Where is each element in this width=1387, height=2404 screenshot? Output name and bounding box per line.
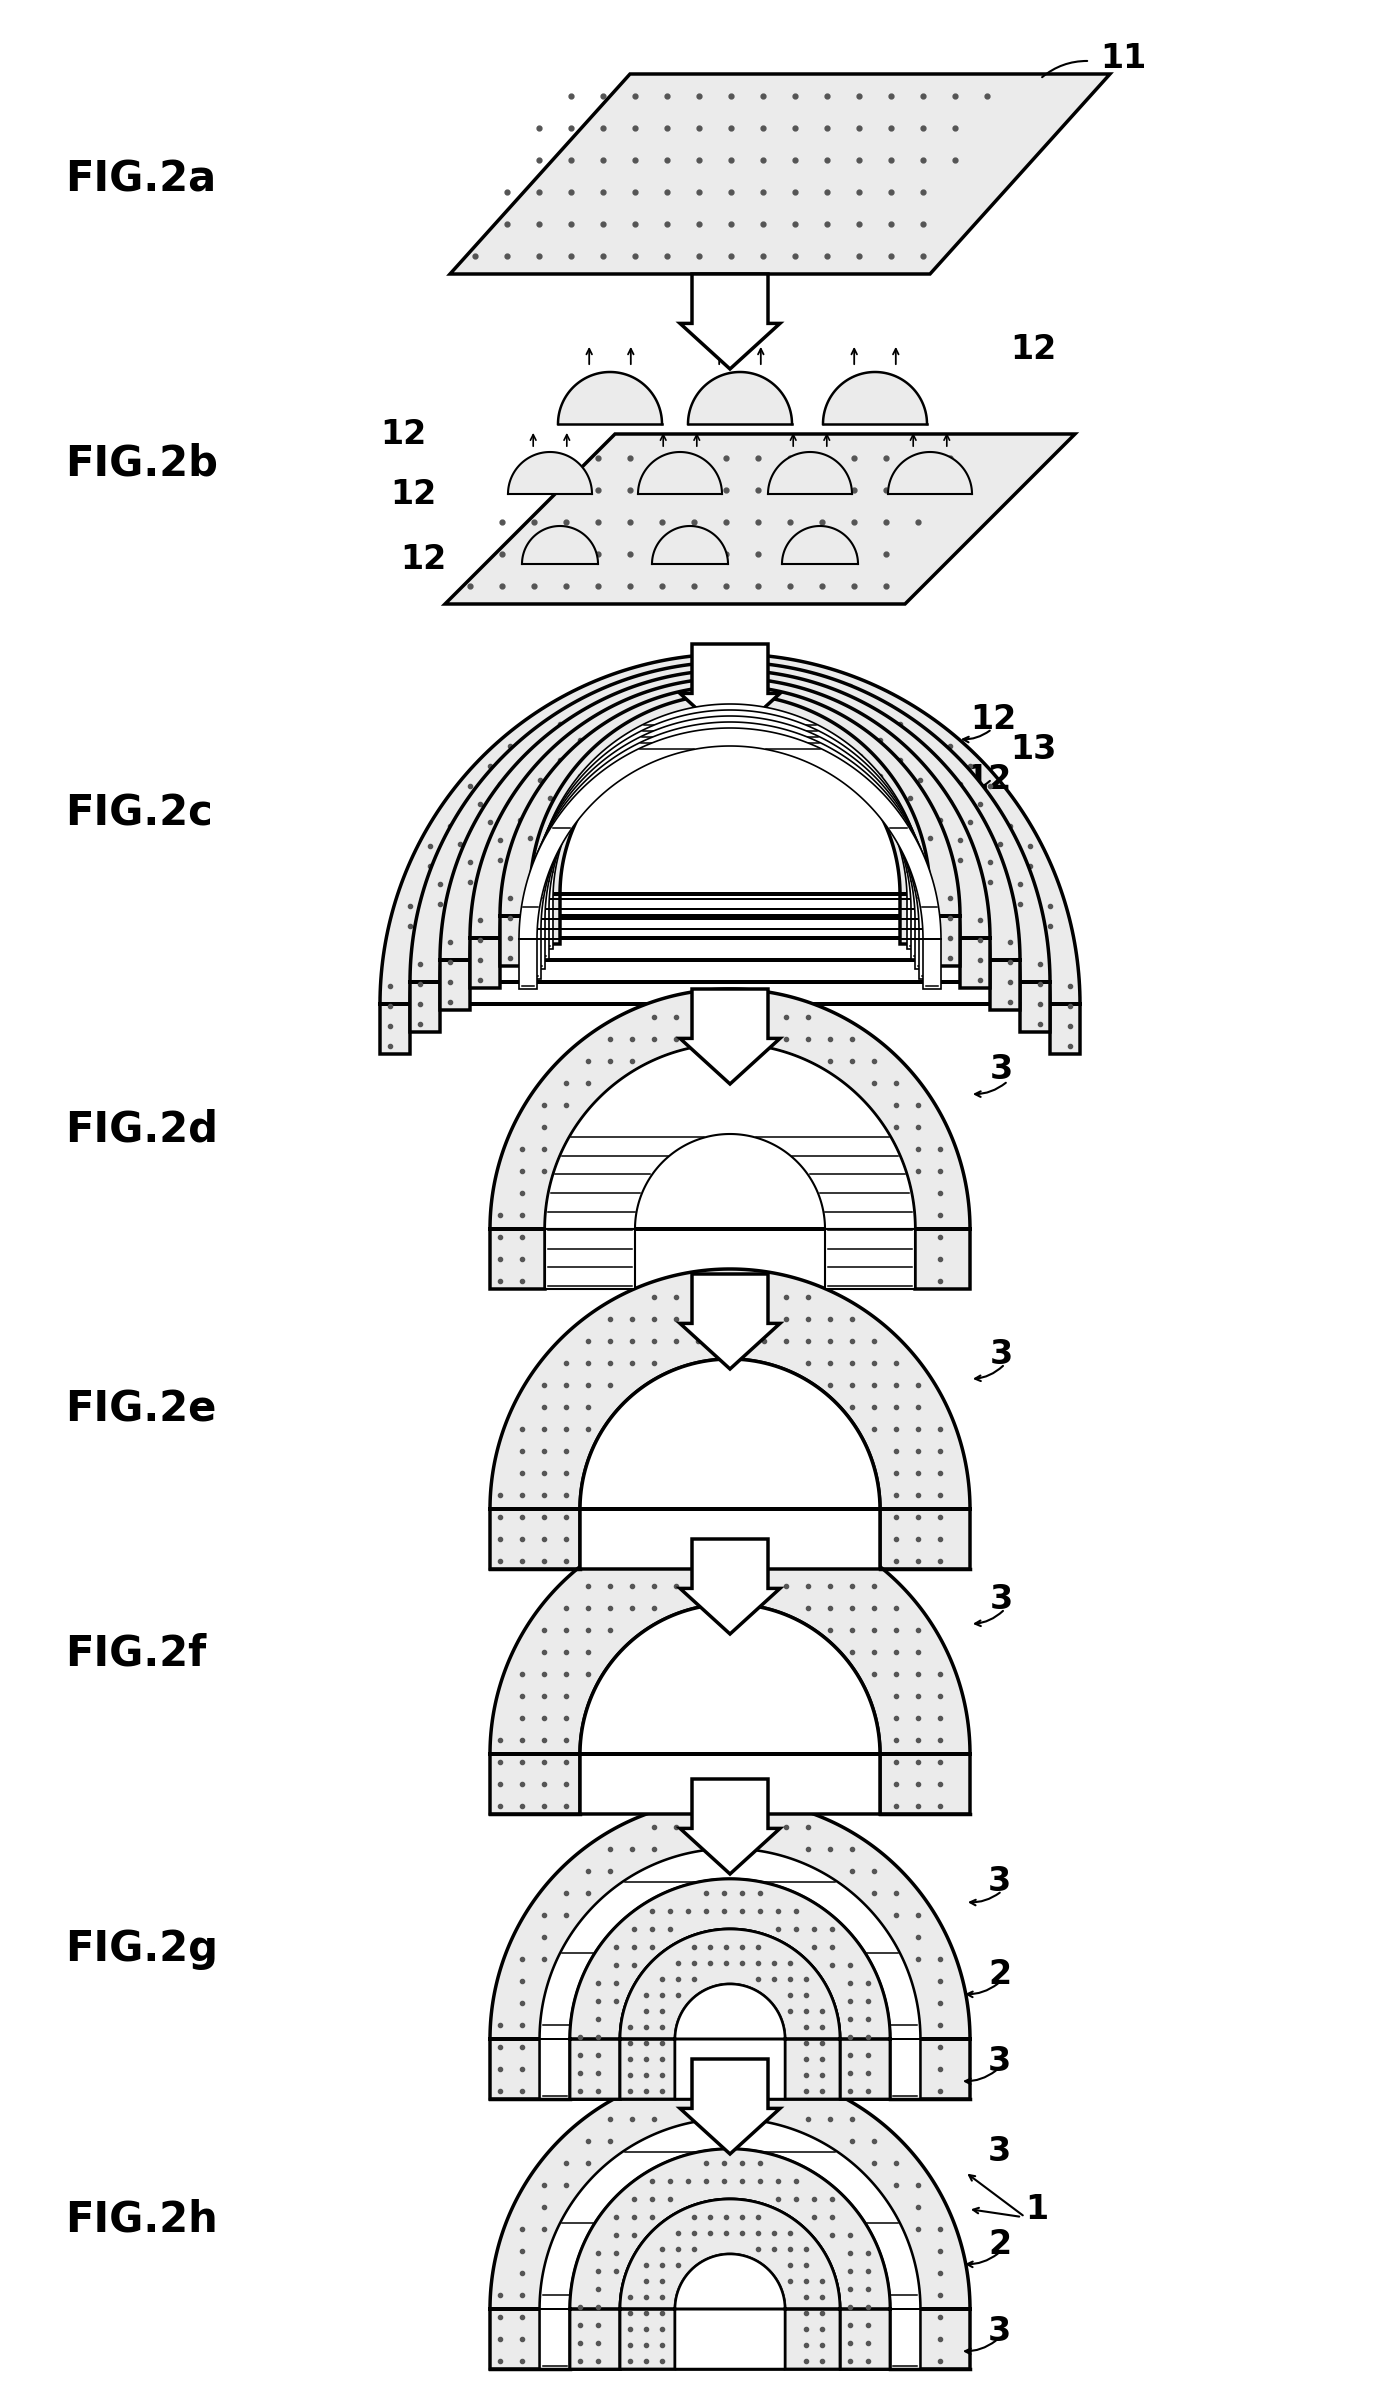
Polygon shape <box>449 75 1110 274</box>
Text: 3: 3 <box>988 2046 1011 2077</box>
Polygon shape <box>527 716 933 969</box>
Text: FIG.2h: FIG.2h <box>65 2197 218 2241</box>
Polygon shape <box>782 526 859 565</box>
Polygon shape <box>522 526 598 565</box>
Polygon shape <box>558 373 662 423</box>
Polygon shape <box>822 373 927 423</box>
Polygon shape <box>490 988 970 1289</box>
Polygon shape <box>680 1539 779 1635</box>
Polygon shape <box>499 685 960 966</box>
Polygon shape <box>470 678 990 988</box>
Text: 2: 2 <box>988 2229 1011 2262</box>
Polygon shape <box>540 2118 920 2368</box>
Polygon shape <box>768 452 852 493</box>
Polygon shape <box>545 1043 915 1289</box>
Polygon shape <box>638 452 723 493</box>
Polygon shape <box>680 1274 779 1368</box>
Text: 12: 12 <box>965 762 1011 796</box>
Text: 12: 12 <box>399 543 447 577</box>
Polygon shape <box>411 661 1050 1031</box>
Polygon shape <box>680 644 779 738</box>
Polygon shape <box>620 2200 841 2368</box>
Text: 13: 13 <box>1010 733 1057 767</box>
Polygon shape <box>531 709 929 959</box>
Text: 3: 3 <box>988 1866 1011 1899</box>
Text: 3: 3 <box>990 1339 1014 1370</box>
Text: FIG.2a: FIG.2a <box>65 159 216 200</box>
Text: 3: 3 <box>988 2135 1011 2168</box>
Text: FIG.2b: FIG.2b <box>65 442 218 486</box>
Text: 3: 3 <box>990 1053 1014 1087</box>
Polygon shape <box>680 274 779 368</box>
Polygon shape <box>519 728 940 988</box>
Text: FIG.2c: FIG.2c <box>65 793 212 834</box>
Polygon shape <box>675 1983 785 2099</box>
Polygon shape <box>570 1880 890 2099</box>
Polygon shape <box>580 1358 879 1570</box>
Polygon shape <box>490 1515 970 1815</box>
Polygon shape <box>620 1928 841 2099</box>
Polygon shape <box>440 671 1019 1010</box>
Polygon shape <box>490 2070 970 2368</box>
Text: 12: 12 <box>970 702 1017 736</box>
Text: 3: 3 <box>988 2315 1011 2349</box>
Text: FIG.2f: FIG.2f <box>65 1632 207 1676</box>
Text: FIG.2d: FIG.2d <box>65 1108 218 1149</box>
Text: 11: 11 <box>1100 43 1146 75</box>
Polygon shape <box>620 2200 841 2368</box>
Polygon shape <box>688 373 792 423</box>
Text: 12: 12 <box>390 478 437 512</box>
Text: 12: 12 <box>1010 334 1057 365</box>
Text: 2: 2 <box>988 1957 1011 1991</box>
Polygon shape <box>680 2058 779 2154</box>
Polygon shape <box>570 1880 890 2099</box>
Polygon shape <box>680 1779 779 1875</box>
Polygon shape <box>530 695 931 945</box>
Polygon shape <box>445 435 1075 603</box>
Text: FIG.2g: FIG.2g <box>65 1928 218 1969</box>
Polygon shape <box>540 1849 920 2099</box>
Polygon shape <box>652 526 728 565</box>
Polygon shape <box>523 721 938 978</box>
Polygon shape <box>888 452 972 493</box>
Polygon shape <box>490 1269 970 1570</box>
Text: 12: 12 <box>380 418 426 452</box>
Polygon shape <box>620 1928 841 2099</box>
Polygon shape <box>680 988 779 1084</box>
Polygon shape <box>570 2149 890 2368</box>
Polygon shape <box>490 1798 970 2099</box>
Polygon shape <box>508 452 592 493</box>
Polygon shape <box>380 654 1080 1053</box>
Text: 1: 1 <box>1025 2192 1049 2226</box>
Text: 3: 3 <box>990 1582 1014 1615</box>
Polygon shape <box>580 1603 879 1815</box>
Polygon shape <box>675 2255 785 2368</box>
Polygon shape <box>535 704 925 950</box>
Polygon shape <box>570 2149 890 2368</box>
Text: FIG.2e: FIG.2e <box>65 1387 216 1430</box>
